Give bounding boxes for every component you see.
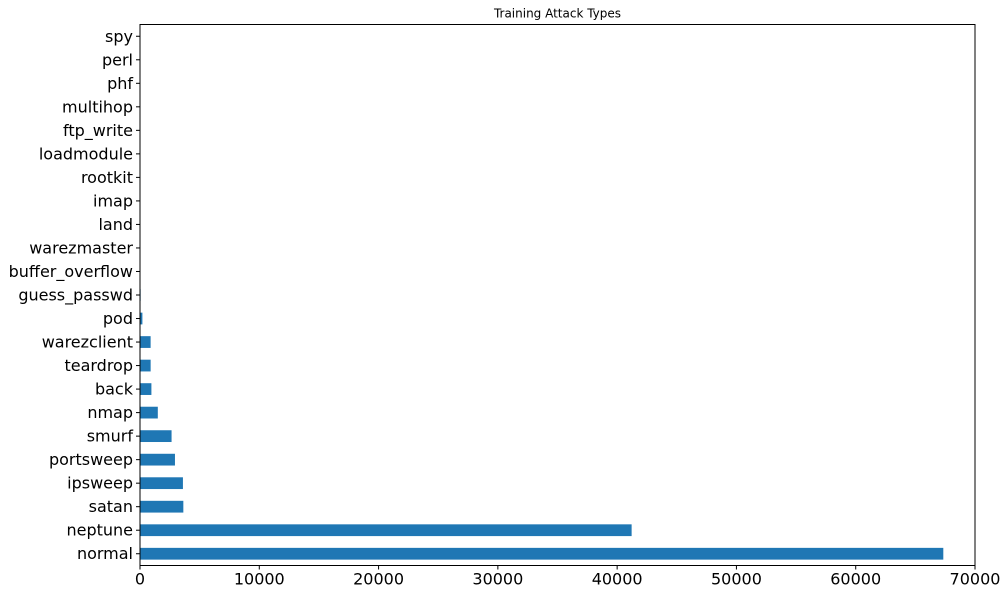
x-tick-label: 10000 [234, 570, 285, 589]
category-label: phf [107, 74, 133, 93]
category-label: nmap [87, 403, 133, 422]
bar-teardrop [140, 359, 151, 372]
chart-title: Training Attack Types [493, 7, 621, 21]
category-label: perl [102, 50, 133, 69]
category-label: normal [77, 544, 133, 563]
category-label: warezclient [42, 333, 133, 352]
x-tick-label: 70000 [950, 570, 1000, 589]
category-label: loadmodule [39, 144, 133, 163]
category-label: ftp_write [63, 121, 133, 141]
category-label: warezmaster [29, 238, 133, 257]
category-label: back [95, 380, 134, 399]
x-tick-label: 40000 [592, 570, 643, 589]
category-label: neptune [66, 521, 133, 540]
bar-satan [140, 500, 184, 513]
category-label: land [98, 215, 133, 234]
x-tick-label: 20000 [353, 570, 404, 589]
bar-warezclient [140, 336, 151, 348]
category-label: guess_passwd [18, 286, 133, 306]
bar-pod [140, 312, 143, 325]
bar-normal [140, 547, 944, 560]
category-label: portsweep [49, 450, 133, 469]
x-ticks-group: 0 10000 20000 30000 40000 50000 60000 70000 [135, 565, 1000, 589]
category-label: pod [103, 309, 133, 328]
bar-back [140, 383, 152, 395]
bar-neptune [140, 524, 632, 537]
bar-smurf [140, 430, 172, 443]
x-tick-label: 60000 [830, 570, 881, 589]
bar-ipsweep [140, 477, 183, 490]
category-labels-group: normal neptune satan ipsweep portsweep smurf n… [9, 27, 140, 563]
x-tick-label: 30000 [472, 570, 523, 589]
bars-group [140, 30, 944, 560]
category-label: imap [93, 191, 133, 210]
category-label: satan [89, 497, 133, 516]
category-label: buffer_overflow [9, 262, 133, 282]
category-label: smurf [87, 427, 134, 446]
category-label: rootkit [81, 168, 133, 187]
bar-portsweep [140, 453, 175, 466]
plot-frame [139, 24, 976, 566]
category-label: ipsweep [67, 474, 133, 493]
x-tick-label: 0 [135, 570, 145, 589]
category-label: spy [105, 27, 133, 46]
x-tick-label: 50000 [711, 570, 762, 589]
bar-nmap [140, 406, 158, 419]
category-label: teardrop [64, 356, 133, 375]
category-label: multihop [62, 97, 133, 116]
